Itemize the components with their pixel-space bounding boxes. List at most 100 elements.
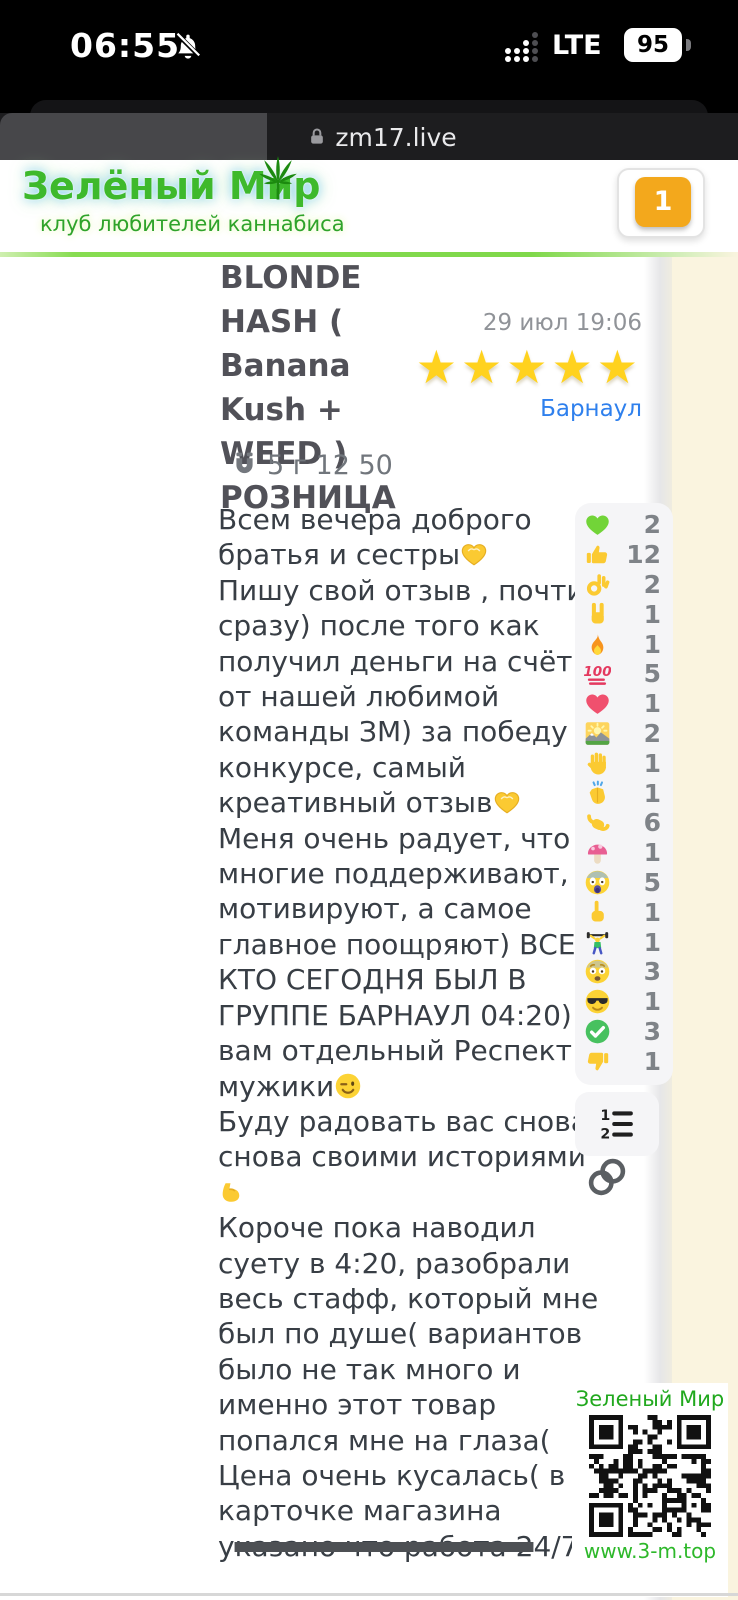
reaction-hundred[interactable]: 100 5: [575, 659, 673, 689]
reaction-ok-hand[interactable]: 2: [575, 570, 673, 600]
flex-biceps-emoji-icon: [218, 1178, 246, 1206]
city-link[interactable]: Барнаул: [540, 396, 642, 422]
reaction-check-mark[interactable]: 3: [575, 1017, 673, 1047]
review-body: Всем вечера доброго братья и сестры Пишу …: [218, 502, 622, 1564]
reaction-raised-hand[interactable]: 1: [575, 748, 673, 778]
heart-hands-emoji-icon: [493, 788, 521, 816]
red-heart-emoji-icon: [584, 690, 611, 717]
middle-finger-emoji-icon: [584, 899, 611, 926]
address-bar[interactable]: zm17.live: [26, 119, 738, 155]
reaction-count: 2: [643, 510, 661, 540]
link-icon: [588, 1158, 626, 1196]
reaction-cool[interactable]: 1: [575, 987, 673, 1017]
cart-button[interactable]: 1: [617, 168, 705, 238]
fire-emoji-icon: [584, 631, 611, 658]
product-title[interactable]: BLONDE HASH ( Banana Kush + WEED ) РОЗНИ…: [220, 260, 396, 516]
hundred-emoji-icon: 100: [583, 660, 612, 687]
svg-text:100: 100: [584, 664, 611, 680]
star-icon: ★: [506, 340, 552, 394]
qr-watermark-card: Зеленый Мир www.3-m.top: [572, 1383, 728, 1597]
weight-info-row: 5 г 12 50: [230, 450, 393, 481]
reaction-count: 1: [643, 778, 661, 808]
reaction-middle-finger[interactable]: 1: [575, 897, 673, 927]
magnet-icon: [236, 452, 253, 474]
cart-badge: 1: [635, 177, 691, 227]
card-top-border: [0, 252, 738, 257]
svg-text:2: 2: [600, 1126, 610, 1142]
review-meta: 29 июл 19:06 ★★★★★ Барнаул: [416, 310, 642, 422]
reaction-count: 2: [643, 718, 661, 748]
reaction-clap[interactable]: 1: [575, 778, 673, 808]
battery-indicator: 95: [624, 28, 682, 62]
star-icon: ★: [461, 340, 507, 394]
reaction-count: 12: [626, 540, 661, 570]
reaction-count: 1: [643, 987, 661, 1017]
reaction-count: 1: [643, 1046, 661, 1076]
reaction-thumbs-down[interactable]: 1: [575, 1046, 673, 1076]
reaction-count: 3: [643, 957, 661, 987]
star-icon: ★: [596, 340, 642, 394]
weightlifter-emoji-icon: [584, 929, 611, 956]
qr-card-title: Зеленый Мир: [575, 1387, 725, 1411]
adjacent-tab[interactable]: [0, 113, 267, 160]
reaction-count: 1: [643, 689, 661, 719]
reaction-mushroom[interactable]: 1: [575, 838, 673, 868]
check-mark-emoji-icon: [584, 1018, 611, 1045]
review-paragraph: Короче пока наводил суету в 4:20, разобр…: [218, 1211, 599, 1563]
star-icon: ★: [415, 340, 461, 394]
sunrise-emoji-icon: [584, 720, 611, 747]
network-type-label: LTE: [552, 30, 602, 61]
heart-hands-emoji-icon: [460, 540, 488, 568]
cellular-signal-icon: [505, 32, 538, 62]
reaction-count: 3: [643, 1016, 661, 1046]
review-paragraph: Всем вечера доброго братья и сестры: [218, 503, 532, 572]
reaction-green-heart[interactable]: 2: [575, 510, 673, 540]
reaction-sunrise[interactable]: 2: [575, 719, 673, 749]
reaction-count: 1: [643, 748, 661, 778]
reaction-fearful[interactable]: 3: [575, 957, 673, 987]
reaction-rock-on[interactable]: 1: [575, 599, 673, 629]
mushroom-emoji-icon: [584, 839, 611, 866]
ordered-list-icon: 12: [600, 1108, 633, 1142]
review-paragraph: Меня очень радует, что многие поддержива…: [218, 821, 576, 1103]
clap-emoji-icon: [584, 780, 611, 807]
green-heart-emoji-icon: [584, 511, 611, 538]
cannabis-leaf-icon: [252, 154, 304, 206]
ok-hand-emoji-icon: [584, 571, 611, 598]
reaction-fire[interactable]: 1: [575, 629, 673, 659]
reaction-red-heart[interactable]: 1: [575, 689, 673, 719]
reaction-count: 1: [643, 599, 661, 629]
status-time: 06:55: [70, 26, 181, 65]
struck-text: казано что работа 2: [234, 1529, 534, 1563]
reaction-count: 1: [643, 838, 661, 868]
site-header: Зелёный Мир клуб любителей каннабиса 1: [0, 156, 738, 252]
star-rating: ★★★★★: [416, 340, 642, 394]
fearful-emoji-icon: [584, 958, 611, 985]
url-text: zm17.live: [335, 122, 457, 152]
reaction-count: 1: [643, 897, 661, 927]
reaction-count: 5: [643, 659, 661, 689]
review-paragraph: Буду радовать вас снова и снова своими и…: [218, 1104, 622, 1210]
reaction-weightlifter[interactable]: 1: [575, 927, 673, 957]
reaction-count: 1: [643, 927, 661, 957]
reaction-count: 2: [643, 569, 661, 599]
reaction-thumbs-up[interactable]: 12: [575, 540, 673, 570]
weight-info-text: 5 г 12 50: [267, 450, 393, 481]
lock-icon: [311, 128, 324, 144]
cool-emoji-icon: [584, 988, 611, 1015]
star-icon: ★: [551, 340, 597, 394]
rock-on-emoji-icon: [584, 601, 611, 628]
battery-tip: [686, 39, 691, 51]
qr-card-url: www.3-m.top: [583, 1539, 717, 1563]
qr-code: [589, 1415, 711, 1537]
review-date: 29 июл 19:06: [482, 310, 642, 336]
copy-link-button[interactable]: [584, 1154, 630, 1200]
reaction-scream[interactable]: 5: [575, 868, 673, 898]
reaction-call-me[interactable]: 6: [575, 808, 673, 838]
reaction-count: 1: [643, 629, 661, 659]
page-background: [672, 252, 738, 1600]
reaction-count: 6: [643, 808, 661, 838]
bell-muted-icon: [172, 30, 204, 62]
site-tagline: клуб любителей каннабиса: [40, 212, 345, 236]
